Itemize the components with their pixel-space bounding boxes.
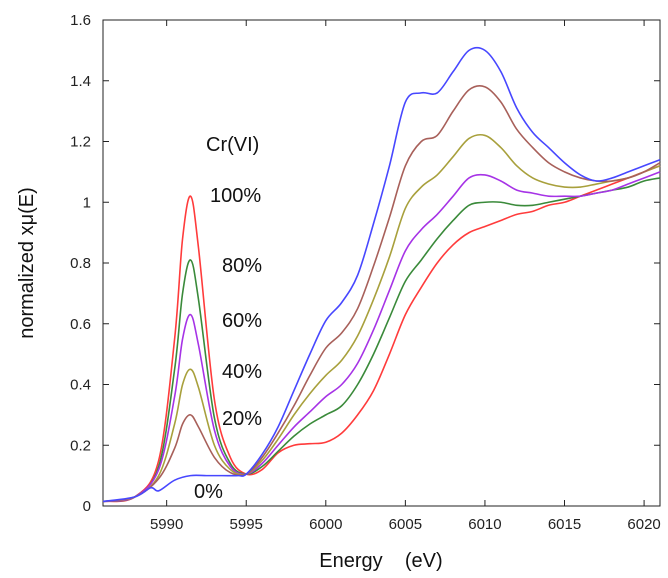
y-tick-label: 0.6 (70, 316, 91, 333)
series-label-0: 0% (194, 481, 223, 503)
y-tick-label: 1 (83, 194, 91, 211)
y-tick-label: 1.2 (70, 134, 91, 151)
series-line-100pct (102, 165, 661, 503)
tick-layer: 5990 5995 6000 6005 6010 6015 6020 0 0.2 0.4 0.6 0.… (70, 12, 661, 533)
series-label-40: 40% (222, 361, 262, 383)
y-tick-label: 0 (83, 498, 91, 515)
series-label-100: 100% (210, 185, 261, 207)
x-tick-label: 5995 (230, 516, 263, 533)
y-tick-label: 0.4 (70, 377, 91, 394)
series-label-20: 20% (222, 408, 262, 430)
series-label-80: 80% (222, 255, 262, 277)
legend-header: Cr(VI) (206, 134, 259, 156)
x-tick-label: 6005 (389, 516, 422, 533)
y-tick-label: 1.4 (70, 73, 91, 90)
series-layer (102, 46, 661, 503)
series-line-60pct (102, 171, 661, 503)
series-label-60: 60% (222, 310, 262, 332)
x-tick-label: 6000 (309, 516, 342, 533)
series-line-20pct (102, 85, 661, 503)
x-tick-label: 6015 (548, 516, 581, 533)
x-tick-label: 6020 (627, 516, 660, 533)
series-line-40pct (102, 133, 661, 503)
x-axis-title: Energy (eV) (319, 550, 442, 572)
y-tick-label: 0.8 (70, 255, 91, 272)
y-axis-title: normalized xμ(E) (16, 187, 38, 339)
y-tick-label: 0.2 (70, 437, 91, 454)
series-line-0pct (102, 46, 661, 503)
plot-frame (102, 19, 661, 507)
x-tick-label: 6010 (468, 516, 501, 533)
x-tick-label: 5990 (150, 516, 183, 533)
y-tick-label: 1.6 (70, 12, 91, 29)
series-line-80pct (102, 177, 661, 503)
